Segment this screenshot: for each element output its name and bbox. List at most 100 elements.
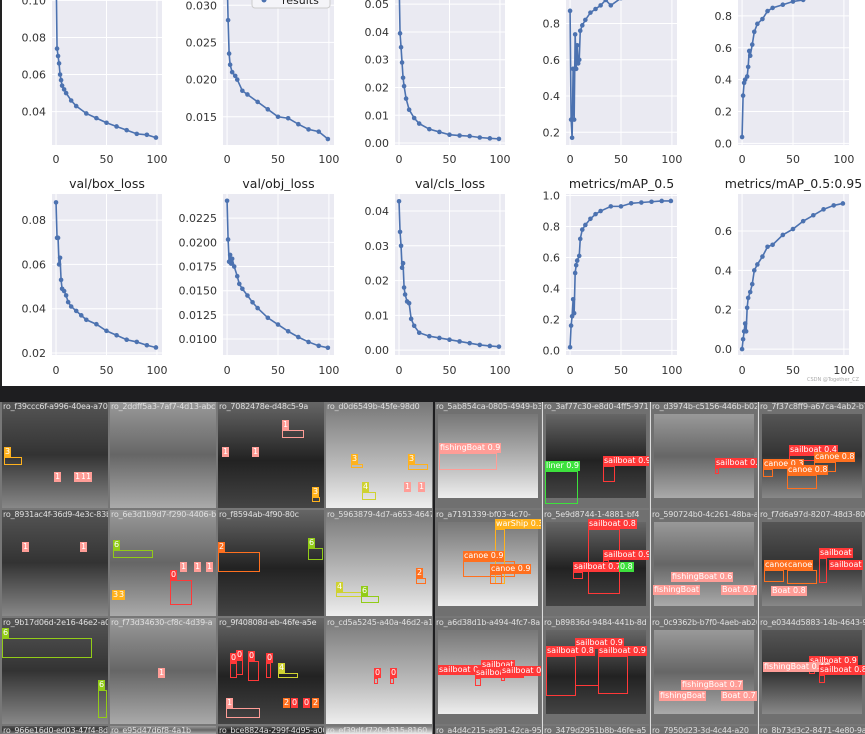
tile-divider — [758, 402, 759, 734]
data-point — [411, 323, 417, 329]
y-tick-label: 1.0 — [543, 190, 561, 203]
x-tick-label: 0 — [224, 153, 231, 166]
x-tick-label: 0 — [739, 364, 746, 377]
train-tile: ro_f73d34630-cf8c-4d39-a 1 — [110, 618, 216, 724]
x-tick-label: 100 — [146, 153, 167, 166]
data-point — [747, 289, 753, 295]
data-point — [296, 334, 301, 340]
plot-area — [738, 194, 849, 355]
data-point — [316, 129, 322, 134]
data-point — [265, 107, 271, 112]
data-point — [639, 200, 644, 205]
data-point — [608, 204, 614, 209]
data-point — [576, 253, 582, 259]
x-tick-label: 50 — [614, 153, 628, 166]
data-point — [59, 83, 65, 88]
detection-label: Boat 0.7 — [721, 585, 757, 595]
data-point — [153, 135, 159, 140]
class-label: 6 — [2, 628, 10, 638]
data-point — [573, 66, 579, 72]
train-tile: ro_2ddff5a3-7af7-4d13-abc — [110, 402, 216, 508]
class-label: 1 — [85, 472, 93, 482]
class-label: 2 — [218, 542, 226, 552]
detection-box — [546, 656, 576, 696]
plot-area — [566, 194, 677, 355]
class-label: 1 — [404, 482, 412, 492]
detection-label: sailboat — [481, 660, 515, 670]
y-tick-label: 0.04 — [365, 205, 390, 218]
train-tile: ro_ef39df-f720-4315-8160 — [326, 726, 432, 734]
detection-box — [764, 570, 784, 582]
y-tick-label: 0.4 — [543, 90, 561, 103]
data-point — [114, 124, 119, 129]
data-point — [399, 60, 405, 65]
chart-title: metrics/mAP_0.5:0.95 — [725, 176, 862, 191]
y-tick-label: 0.03 — [365, 54, 390, 67]
class-label: 0 — [291, 698, 299, 708]
data-point — [124, 127, 129, 133]
x-tick-label: 50 — [786, 153, 800, 166]
class-label: 0 — [390, 668, 398, 678]
data-point — [569, 135, 575, 141]
bounding-box — [98, 690, 107, 718]
data-point — [755, 21, 760, 27]
val-tile: ro_e0344d5883-14b-4643-99 sailboat 0.9 fis… — [759, 618, 865, 724]
x-tick-label: 100 — [489, 364, 510, 377]
data-point — [104, 328, 109, 334]
thermal-image — [654, 414, 754, 498]
detection-box — [819, 558, 827, 583]
detection-box — [545, 471, 578, 504]
data-point — [144, 342, 150, 348]
data-point — [325, 136, 331, 142]
data-point — [770, 5, 775, 11]
image-viewer-panel: ro_f39ccc6f-a996-40ea-a70 3 1 1 1 1 ro_2ddff5a… — [0, 386, 865, 734]
y-tick-label: 0.030 — [186, 0, 218, 12]
bounding-box — [362, 492, 376, 500]
detection-box — [787, 475, 817, 489]
tile-filename: ro_a4d4c215-ad91-42ca-95 — [436, 726, 541, 734]
plot-area — [223, 0, 334, 145]
plot-area — [566, 0, 677, 145]
data-point — [598, 208, 603, 214]
y-tick-label: 0.6 — [543, 251, 561, 264]
plot-area — [52, 194, 162, 355]
subplot-7: 0 50 100 0.00 0.01 0.02 0.03 0.04 val/cls_loss — [365, 176, 511, 377]
y-tick-label: 0.00 — [365, 137, 390, 150]
series-line — [569, 200, 671, 348]
class-label: 1 — [80, 472, 88, 482]
detection-label: warShip 0.3 — [495, 519, 541, 529]
data-point — [58, 77, 64, 83]
data-point — [134, 131, 140, 137]
data-point — [226, 51, 232, 56]
detection-label: sailboat 0.7 — [573, 562, 622, 572]
data-point — [649, 199, 654, 205]
data-point — [408, 316, 414, 322]
class-label: 0 — [266, 653, 274, 663]
detection-label: canoe 0.9 — [463, 551, 505, 561]
data-point — [397, 229, 403, 235]
subplot-5: 0 50 100 0.02 0.04 0.06 0.08 val/box_loss — [22, 176, 168, 377]
detection-box — [787, 570, 817, 584]
class-label: 3 — [118, 590, 126, 600]
data-point — [54, 46, 60, 51]
y-tick-label: 0.4 — [543, 282, 561, 295]
data-point — [770, 242, 775, 248]
bounding-box — [361, 596, 379, 603]
train-tile: ro_9f40808d-eb-46fe-a5e 0 0 0 0 4 1 2 0 0 2 — [218, 618, 324, 724]
tile-filename: ro_a7191339-bf03-4c70- — [436, 510, 531, 519]
class-label: 1 — [206, 562, 214, 572]
data-point — [800, 218, 806, 224]
tile-filename: ro_7f37c8ff9-a67ca-4ab2-b78 — [760, 402, 865, 411]
detection-label: fishingBoat 0.6 — [671, 572, 734, 582]
y-tick-label: 0.020 — [186, 74, 218, 87]
bounding-box — [218, 552, 260, 572]
x-tick-label: 0 — [53, 364, 60, 377]
bounding-box — [113, 550, 153, 558]
data-point — [153, 345, 159, 350]
val-tile: ro_590724b0-4c261-48ba-a2 fishingBoat fish… — [651, 510, 757, 616]
x-tick-label: 50 — [442, 153, 456, 166]
data-point — [572, 32, 578, 37]
tile-filename: ro_d3974b-c5156-446b-b02 — [652, 402, 757, 411]
val-predictions-mosaic: ro_5ab854ca-0805-4949-b3c fishingBoat 0.9… — [435, 402, 865, 734]
detection-label: sailboat 0.9 — [598, 646, 647, 656]
